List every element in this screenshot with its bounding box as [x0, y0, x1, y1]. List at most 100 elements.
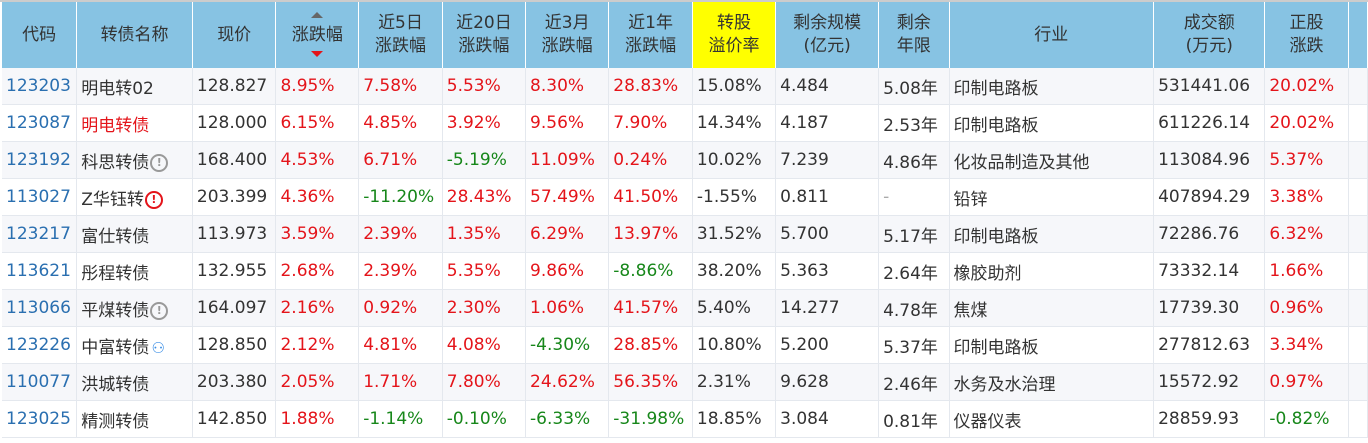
header-industry[interactable]: 行业 [949, 2, 1155, 68]
header-label: 年限 [896, 36, 931, 56]
remaining-scale-value: 5.363 [780, 261, 829, 281]
cell-code[interactable]: 123025 [2, 400, 78, 438]
cell-change-5d: 7.58% [358, 68, 443, 105]
header-label: 剩余规模 [793, 13, 862, 33]
info-icon[interactable]: ! [150, 301, 169, 320]
cell-change-5d: 2.39% [358, 252, 443, 290]
cell-premium-rate: 5.40% [692, 289, 777, 327]
cell-industry: 橡胶助剂 [949, 252, 1155, 290]
cell-price: 164.097 [192, 289, 277, 327]
header-name[interactable]: 转债名称 [76, 2, 193, 68]
cell-code[interactable]: 123203 [2, 68, 78, 105]
header-change[interactable]: 涨跌幅 [275, 2, 360, 68]
table-row[interactable]: 113066 平煤转债! 164.097 2.16% 0.92% 2.30% 1.06% 41… [2, 289, 1368, 327]
table-row[interactable]: 123226 中富转债 ⚇ 128.850 2.12% 4.81% 4.08% -4.30% 2… [2, 326, 1368, 364]
table-row[interactable]: 123203 明电转02 128.827 8.95% 7.58% 5.53% 8.30% 28… [2, 68, 1368, 105]
cell-change: 4.53% [275, 141, 360, 179]
name-value: 中富转债 [81, 337, 150, 358]
cell-code[interactable]: 123217 [2, 215, 78, 253]
sort-desc-icon[interactable] [311, 50, 324, 57]
cell-change: 4.36% [275, 178, 360, 216]
cell-code[interactable]: 123192 [2, 141, 78, 179]
table-row[interactable]: 123087 明电转债 128.000 6.15% 4.85% 3.92% 9.56% 7.9… [2, 104, 1368, 142]
remaining-scale-value: 5.700 [780, 224, 829, 244]
industry-value: 水务及水治理 [953, 374, 1056, 395]
cell-name[interactable]: 明电转债 [76, 104, 193, 142]
table-row[interactable]: 113027 Z华钰转! 203.399 4.36% -11.20% 28.43% 57.4… [2, 178, 1368, 216]
volume-value: 17739.30 [1158, 298, 1240, 318]
user-icon[interactable]: ⚇ [151, 338, 165, 357]
header-stock-change[interactable]: 正股 涨跌 [1264, 2, 1349, 68]
header-code[interactable]: 代码 [2, 2, 78, 68]
change-3m-value: 1.06% [530, 298, 585, 318]
cell-volume: 277812.63 [1153, 326, 1266, 364]
cell-name[interactable]: Z华钰转! [76, 178, 193, 216]
cell-code[interactable]: 113066 [2, 289, 78, 327]
change-3m-value: 11.09% [530, 150, 595, 170]
cell-name[interactable]: 富仕转债 [76, 215, 193, 253]
cell-change-20d: 5.35% [442, 252, 527, 290]
cell-change-3m: 8.30% [525, 68, 610, 105]
change-5d-value: 2.39% [363, 261, 418, 281]
header-label: 转股 [717, 13, 751, 33]
premium-rate-value: 18.85% [696, 409, 762, 429]
cell-remaining-years: 2.53年 [878, 104, 950, 142]
cell-change-20d: 2.30% [442, 289, 527, 327]
cell-name[interactable]: 精测转债 [76, 400, 193, 438]
cell-stock-change: 1.66% [1264, 252, 1349, 290]
header-remaining-scale[interactable]: 剩余规模 (亿元) [775, 2, 880, 68]
warning-icon[interactable]: ! [144, 190, 163, 209]
cell-extra [1348, 252, 1368, 290]
cell-code[interactable]: 123226 [2, 326, 78, 364]
cell-remaining-scale: 0.811 [775, 178, 880, 216]
change-value: 2.05% [280, 372, 335, 392]
cell-name[interactable]: 平煤转债! [76, 289, 193, 327]
price-value: 128.827 [196, 76, 268, 96]
cell-name[interactable]: 中富转债 ⚇ [76, 326, 193, 364]
cell-stock-change: 6.32% [1264, 215, 1349, 253]
cell-volume: 17739.30 [1153, 289, 1266, 327]
cell-code[interactable]: 113621 [2, 252, 78, 290]
header-change-3m[interactable]: 近3月 涨跌幅 [525, 2, 610, 68]
cell-code[interactable]: 123087 [2, 104, 78, 142]
price-value: 142.850 [196, 409, 268, 429]
table-row[interactable]: 123025 精测转债 142.850 1.88% -1.14% -0.10% -6.33%… [2, 400, 1368, 438]
table-row[interactable]: 110077 洪城转债 203.380 2.05% 1.71% 7.80% 24.62% 56… [2, 363, 1368, 401]
cell-name[interactable]: 洪城转债 [76, 363, 193, 401]
cell-remaining-scale: 14.277 [775, 289, 880, 327]
volume-value: 28859.93 [1158, 409, 1240, 429]
cell-change: 2.05% [275, 363, 360, 401]
remaining-years-value: 2.53年 [883, 115, 938, 136]
cell-remaining-scale: 4.484 [775, 68, 880, 105]
table-row[interactable]: 113621 彤程转债 132.955 2.68% 2.39% 5.35% 9.86% -8.… [2, 252, 1368, 290]
cell-premium-rate: 18.85% [692, 400, 777, 438]
cell-change-3m: 1.06% [525, 289, 610, 327]
header-remaining-years[interactable]: 剩余 年限 [878, 2, 950, 68]
price-value: 128.850 [196, 335, 268, 355]
header-change-5d[interactable]: 近5日 涨跌幅 [358, 2, 443, 68]
cell-code[interactable]: 110077 [2, 363, 78, 401]
remaining-scale-value: 7.239 [780, 150, 829, 170]
stock-change-value: 20.02% [1269, 76, 1335, 96]
cell-name[interactable]: 明电转02 [76, 68, 193, 105]
sort-asc-icon[interactable] [311, 11, 324, 18]
cell-code[interactable]: 113027 [2, 178, 78, 216]
header-price[interactable]: 现价 [192, 2, 277, 68]
cell-remaining-scale: 5.700 [775, 215, 880, 253]
cell-change-5d: 0.92% [358, 289, 443, 327]
cell-extra [1348, 68, 1368, 105]
cell-remaining-scale: 3.084 [775, 400, 880, 438]
header-volume[interactable]: 成交额 (万元) [1153, 2, 1266, 68]
cell-name[interactable]: 科思转债! [76, 141, 193, 179]
table-row[interactable]: 123217 富仕转债 113.973 3.59% 2.39% 1.35% 6.29% 13.… [2, 215, 1368, 253]
info-icon[interactable]: ! [150, 153, 169, 172]
header-extra[interactable] [1348, 2, 1368, 68]
cell-name[interactable]: 彤程转债 [76, 252, 193, 290]
cell-stock-change: 3.38% [1264, 178, 1349, 216]
header-change-1y[interactable]: 近1年 涨跌幅 [608, 2, 693, 68]
header-premium-rate[interactable]: 转股 溢价率 [692, 2, 777, 68]
name-value: 科思转债 [81, 152, 150, 173]
header-change-20d[interactable]: 近20日 涨跌幅 [442, 2, 527, 68]
table-row[interactable]: 123192 科思转债! 168.400 4.53% 6.71% -5.19% 11.09%… [2, 141, 1368, 179]
code-value: 123226 [6, 335, 71, 355]
